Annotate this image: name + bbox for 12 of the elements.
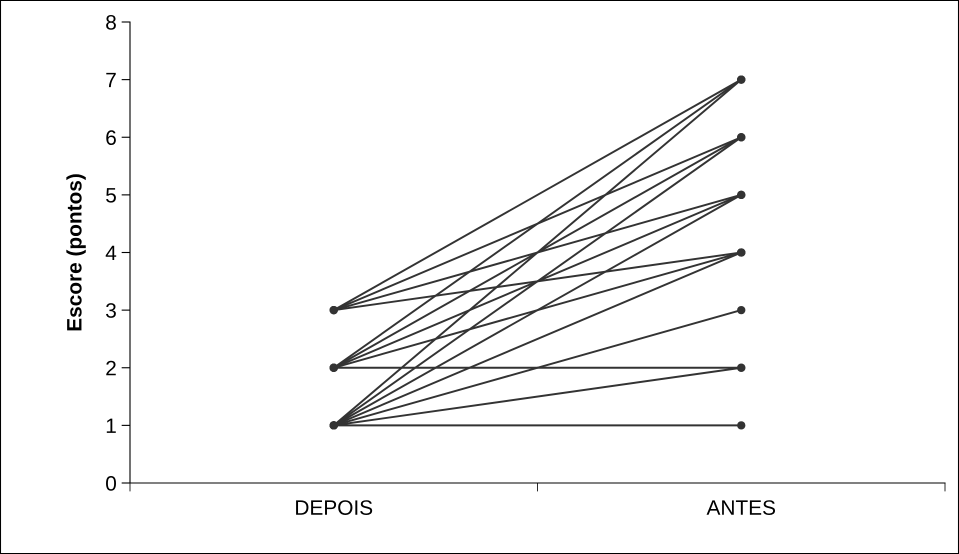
y-axis-title: Escore (pontos)	[66, 174, 86, 330]
y-tick-label: 4	[106, 246, 116, 260]
y-tick-label: 7	[106, 72, 116, 88]
y-tick-label: 5	[106, 188, 116, 203]
y-tick-label: 8	[106, 15, 116, 30]
y-tick-label: 0	[106, 476, 116, 491]
x-tick-label: ANTES	[706, 500, 776, 515]
y-tick-label: 2	[106, 360, 116, 376]
y-tick-label: 6	[106, 130, 116, 146]
y-tick-label: 3	[106, 303, 116, 318]
x-tick-label: DEPOIS	[296, 500, 372, 515]
y-tick-label: 1	[106, 418, 116, 433]
